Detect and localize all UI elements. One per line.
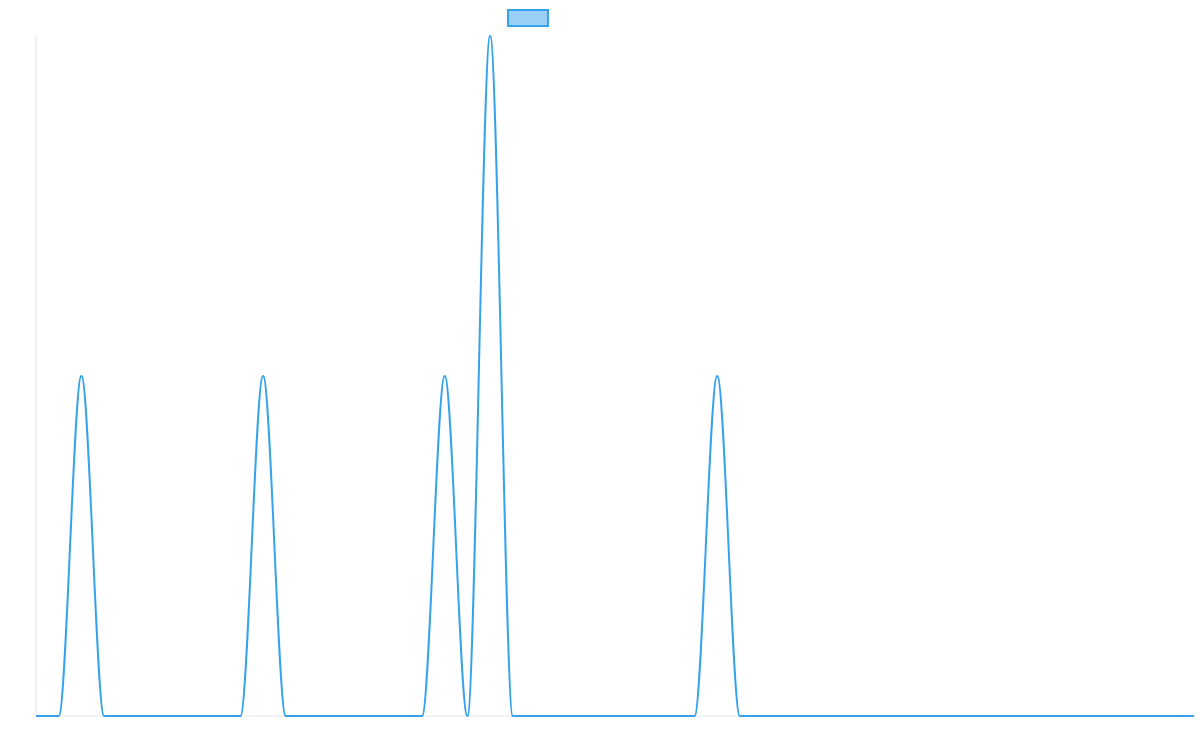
data-point[interactable]	[374, 713, 380, 719]
data-point[interactable]	[578, 713, 584, 719]
data-point[interactable]	[533, 713, 539, 719]
data-point[interactable]	[1032, 713, 1038, 719]
series-group	[33, 33, 1197, 719]
data-point[interactable]	[1100, 713, 1106, 719]
legend-swatch[interactable]	[507, 9, 549, 27]
data-point[interactable]	[714, 373, 720, 379]
axes	[35, 36, 1194, 717]
data-point[interactable]	[601, 713, 607, 719]
data-point[interactable]	[805, 713, 811, 719]
data-point[interactable]	[782, 713, 788, 719]
data-point[interactable]	[1009, 713, 1015, 719]
data-point[interactable]	[760, 713, 766, 719]
data-point[interactable]	[351, 713, 357, 719]
data-point[interactable]	[737, 713, 743, 719]
data-point[interactable]	[646, 713, 652, 719]
data-point[interactable]	[896, 713, 902, 719]
data-point[interactable]	[919, 713, 925, 719]
data-point[interactable]	[510, 713, 516, 719]
data-point[interactable]	[1123, 713, 1129, 719]
data-point[interactable]	[419, 713, 425, 719]
data-point[interactable]	[305, 713, 311, 719]
data-point[interactable]	[33, 713, 39, 719]
series-line	[36, 35, 1194, 717]
data-point[interactable]	[237, 713, 243, 719]
data-point[interactable]	[464, 713, 470, 719]
data-point[interactable]	[691, 713, 697, 719]
data-point[interactable]	[147, 713, 153, 719]
data-point[interactable]	[192, 713, 198, 719]
data-point[interactable]	[487, 33, 493, 39]
data-point[interactable]	[873, 713, 879, 719]
data-point[interactable]	[124, 713, 130, 719]
data-point[interactable]	[283, 713, 289, 719]
data-point[interactable]	[850, 713, 856, 719]
data-point[interactable]	[1146, 713, 1152, 719]
data-point[interactable]	[669, 713, 675, 719]
data-point[interactable]	[1077, 713, 1083, 719]
data-point[interactable]	[328, 713, 334, 719]
data-point[interactable]	[964, 713, 970, 719]
data-point[interactable]	[555, 713, 561, 719]
data-point[interactable]	[987, 713, 993, 719]
data-point[interactable]	[396, 713, 402, 719]
data-point[interactable]	[169, 713, 175, 719]
data-point[interactable]	[56, 713, 62, 719]
data-point[interactable]	[1168, 713, 1174, 719]
data-point[interactable]	[101, 713, 107, 719]
data-point[interactable]	[828, 713, 834, 719]
data-point[interactable]	[1191, 713, 1197, 719]
data-point[interactable]	[623, 713, 629, 719]
data-point[interactable]	[215, 713, 221, 719]
data-point[interactable]	[78, 373, 84, 379]
data-point[interactable]	[1055, 713, 1061, 719]
data-point[interactable]	[941, 713, 947, 719]
data-point[interactable]	[442, 373, 448, 379]
legend[interactable]	[507, 9, 549, 27]
data-point[interactable]	[260, 373, 266, 379]
